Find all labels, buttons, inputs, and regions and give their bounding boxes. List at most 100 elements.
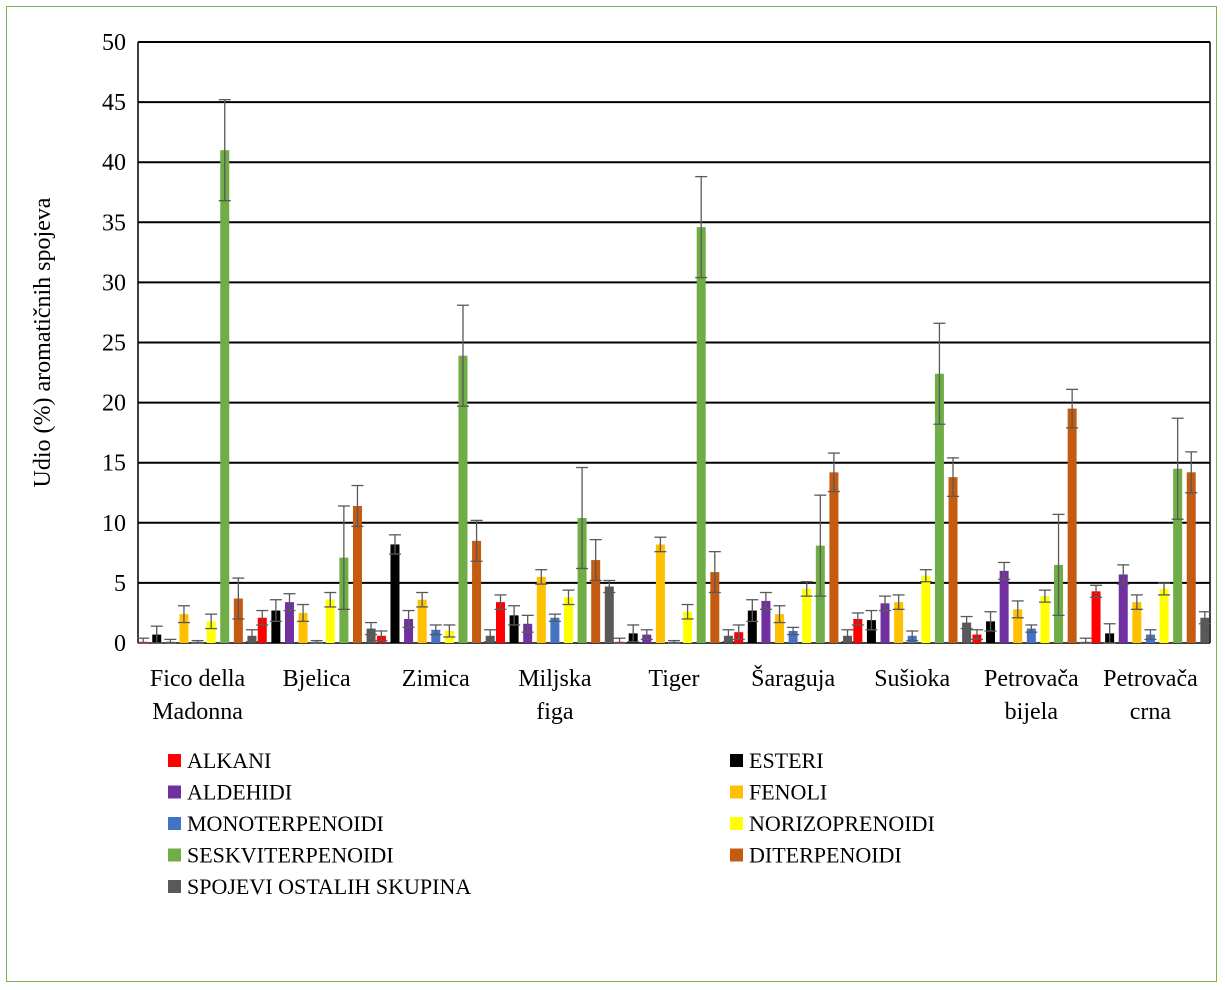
bar-diterpenoidi bbox=[591, 560, 601, 643]
bar-esteri bbox=[271, 610, 281, 643]
bar-fenoli bbox=[655, 544, 665, 643]
bar-norizoprenoidi bbox=[1159, 588, 1169, 643]
bar-spojevi-ostalih-skupina bbox=[962, 622, 972, 643]
bar-seskviterpenoidi bbox=[934, 373, 944, 643]
x-tick-label: figa bbox=[536, 699, 574, 725]
bar-seskviterpenoidi bbox=[220, 150, 230, 643]
y-tick-label: 40 bbox=[102, 150, 126, 176]
bar-diterpenoidi bbox=[1186, 472, 1196, 643]
bar-esteri bbox=[509, 615, 519, 643]
legend-entry: ALDEHIDI bbox=[187, 780, 292, 805]
bar-fenoli bbox=[536, 576, 546, 643]
legend-swatch bbox=[168, 848, 181, 862]
legend-swatch bbox=[730, 848, 743, 862]
bar-fenoli bbox=[775, 614, 785, 643]
bar-aldehidi bbox=[999, 570, 1009, 643]
bar-monoterpenoidi bbox=[431, 629, 441, 643]
x-tick-label: Petrovača bbox=[1103, 666, 1198, 692]
legend-swatch bbox=[168, 754, 181, 767]
legend-swatch bbox=[168, 817, 181, 830]
bar-norizoprenoidi bbox=[206, 621, 216, 643]
legend-swatch bbox=[730, 817, 743, 830]
legend-swatch bbox=[730, 754, 743, 767]
bar-monoterpenoidi bbox=[788, 630, 798, 643]
bar-monoterpenoidi bbox=[550, 617, 560, 643]
y-tick-label: 15 bbox=[102, 451, 126, 477]
bar-monoterpenoidi bbox=[1026, 628, 1036, 643]
legend-swatch bbox=[730, 785, 743, 799]
x-tick-label: Bjelica bbox=[283, 666, 351, 692]
legend-entry: SESKVITERPENOIDI bbox=[187, 843, 394, 868]
y-axis-label: Udio (%) aromatičnih spojeva bbox=[30, 197, 56, 487]
y-tick-label: 5 bbox=[114, 571, 126, 597]
bar-alkani bbox=[257, 617, 267, 643]
bar-spojevi-ostalih-skupina bbox=[604, 586, 614, 643]
x-tick-label: Madonna bbox=[152, 699, 243, 725]
bar-spojevi-ostalih-skupina bbox=[366, 628, 376, 643]
y-tick-label: 35 bbox=[102, 210, 126, 236]
bar-alkani bbox=[1091, 591, 1101, 643]
x-tick-label: Petrovača bbox=[984, 666, 1079, 692]
y-tick-label: 30 bbox=[102, 270, 126, 296]
bar-diterpenoidi bbox=[829, 472, 839, 643]
bar-esteri bbox=[986, 621, 996, 643]
bar-diterpenoidi bbox=[948, 477, 958, 643]
bar-diterpenoidi bbox=[233, 598, 243, 643]
y-tick-label: 25 bbox=[102, 331, 126, 357]
bar-diterpenoidi bbox=[352, 505, 362, 643]
bar-fenoli bbox=[1132, 602, 1142, 643]
bar-fenoli bbox=[298, 612, 308, 643]
legend-entry: ESTERI bbox=[749, 748, 824, 773]
bar-esteri bbox=[390, 544, 400, 643]
y-tick-label: 0 bbox=[114, 631, 126, 657]
bar-alkani bbox=[495, 602, 505, 643]
bar-fenoli bbox=[1013, 609, 1023, 643]
bar-norizoprenoidi bbox=[563, 597, 573, 643]
bar-esteri bbox=[747, 610, 757, 643]
x-tick-label: Sušioka bbox=[874, 666, 950, 692]
bar-aldehidi bbox=[761, 600, 771, 643]
bar-norizoprenoidi bbox=[921, 575, 931, 643]
x-tick-label: Fico della bbox=[150, 666, 246, 692]
bar-seskviterpenoidi bbox=[696, 227, 706, 643]
x-tick-label: Šaraguja bbox=[751, 665, 835, 692]
legend-swatch bbox=[168, 880, 181, 893]
bar-diterpenoidi bbox=[472, 540, 482, 643]
bar-norizoprenoidi bbox=[683, 611, 693, 643]
bar-spojevi-ostalih-skupina bbox=[1200, 617, 1210, 643]
bar-norizoprenoidi bbox=[802, 588, 812, 643]
bar-aldehidi bbox=[404, 618, 414, 643]
bar-seskviterpenoidi bbox=[577, 517, 587, 643]
legend-entry: DITERPENOIDI bbox=[749, 843, 902, 868]
bar-aldehidi bbox=[880, 603, 890, 643]
bar-alkani bbox=[853, 618, 863, 643]
bar-aldehidi bbox=[1118, 574, 1128, 643]
bar-seskviterpenoidi bbox=[458, 355, 468, 643]
legend-entry: ALKANI bbox=[187, 748, 271, 773]
bar-seskviterpenoidi bbox=[1173, 468, 1183, 643]
chart-frame bbox=[6, 6, 1217, 982]
bar-norizoprenoidi bbox=[1040, 596, 1050, 643]
y-tick-label: 20 bbox=[102, 391, 126, 417]
bar-aldehidi bbox=[523, 623, 533, 643]
legend-swatch bbox=[168, 785, 181, 799]
legend-entry: FENOLI bbox=[749, 780, 827, 805]
x-tick-label: bijela bbox=[1005, 699, 1059, 725]
y-tick-label: 50 bbox=[102, 30, 126, 56]
y-tick-label: 45 bbox=[102, 90, 126, 116]
legend-entry: MONOTERPENOIDI bbox=[187, 811, 384, 836]
bar-fenoli bbox=[179, 614, 189, 643]
bar-fenoli bbox=[894, 602, 904, 643]
legend-entry: SPOJEVI OSTALIH SKUPINA bbox=[187, 874, 471, 899]
x-tick-label: Zimica bbox=[402, 666, 470, 692]
y-tick-label: 10 bbox=[102, 511, 126, 537]
legend-entry: NORIZOPRENOIDI bbox=[749, 811, 935, 836]
bar-fenoli bbox=[417, 599, 427, 643]
x-tick-label: Tiger bbox=[648, 666, 699, 692]
bar-esteri bbox=[866, 620, 876, 643]
bar-norizoprenoidi bbox=[325, 599, 335, 643]
bar-diterpenoidi bbox=[710, 572, 720, 643]
bar-aldehidi bbox=[284, 602, 294, 643]
bar-diterpenoidi bbox=[1067, 408, 1077, 643]
